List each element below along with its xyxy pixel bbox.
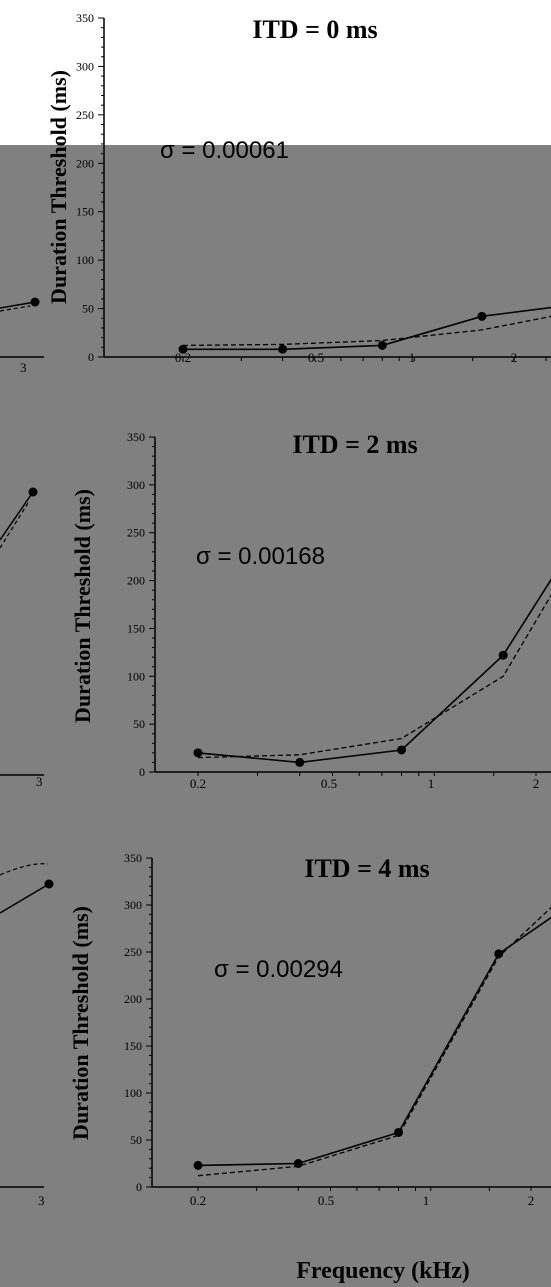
y-tick-label: 200: [124, 992, 142, 1006]
y-tick-label: 350: [127, 430, 145, 444]
y-tick-label: 250: [127, 526, 145, 540]
y-tick-label: 300: [124, 898, 142, 912]
y-axis-label: Duration Threshold (ms): [46, 70, 71, 304]
data-point: [178, 344, 188, 354]
panel-background-3: [0, 810, 551, 1287]
x-tick-label: 0.2: [175, 350, 191, 365]
x-tick-label: 0.5: [318, 1193, 334, 1208]
data-point: [396, 745, 406, 755]
panel-background-top-strip: [0, 0, 160, 145]
fragment-dashed-3: [0, 863, 49, 876]
fragment-tick-3-a: 3: [20, 360, 27, 375]
y-axis-label: Duration Threshold (ms): [68, 906, 93, 1140]
sigma-label: σ = 0.00061: [160, 137, 289, 164]
x-axis-label: Frequency (kHz): [296, 1258, 470, 1284]
panel-title: ITD = 4 ms: [304, 854, 429, 883]
x-tick-label: 0.2: [190, 776, 206, 791]
y-tick-label: 0: [136, 1180, 142, 1194]
data-point: [377, 340, 387, 350]
sigma-label: σ = 0.00168: [196, 543, 325, 570]
data-point: [278, 344, 288, 354]
fragment-line-3: [0, 883, 50, 914]
x-tick-label: 2: [511, 350, 518, 365]
y-axis-label: Duration Threshold (ms): [70, 489, 95, 723]
y-tick-label: 0: [139, 765, 145, 779]
fit-curve-dashed: [182, 315, 551, 347]
chart-panel-itd-0: 0 50 100 150 200 250 300 350 0.2 0.5 1 2 ITD = 0 ms σ…: [46, 11, 551, 365]
x-tick-label: 0.5: [321, 776, 337, 791]
fragment-tick-3-b: 3: [36, 774, 43, 789]
y-tick-label: 150: [124, 1039, 142, 1053]
y-tick-label: 50: [82, 302, 94, 316]
panel-title: ITD = 0 ms: [252, 15, 377, 44]
panel-background-1: [0, 145, 551, 410]
fragment-point-1: [30, 297, 40, 307]
x-tick-label: 2: [528, 1193, 535, 1208]
x-tick-label: 1: [409, 350, 416, 365]
fragment-line-1: [0, 301, 36, 309]
fragment-tick-3-c: 3: [38, 1193, 45, 1208]
y-tick-label: 250: [76, 108, 94, 122]
x-tick-label: 1: [428, 776, 435, 791]
fragment-point-3: [44, 879, 54, 889]
y-tick-label: 200: [76, 156, 94, 170]
data-point: [494, 949, 504, 959]
y-tick-label: 50: [133, 717, 145, 731]
y-tick-label: 100: [76, 253, 94, 267]
y-tick-label: 300: [127, 478, 145, 492]
fit-curve-dashed: [197, 906, 551, 1177]
y-tick-label: 200: [127, 574, 145, 588]
x-tick-label: 2: [533, 776, 540, 791]
data-point: [295, 757, 305, 767]
fragment-point-2: [28, 487, 38, 497]
fit-curve-dashed: [197, 594, 551, 759]
y-tick-label: 100: [127, 669, 145, 683]
y-tick-label: 100: [124, 1086, 142, 1100]
sigma-label: σ = 0.00294: [214, 956, 343, 983]
y-tick-label: 250: [124, 945, 142, 959]
data-point: [193, 748, 203, 758]
y-tick-label: 50: [130, 1133, 142, 1147]
panel-title: ITD = 2 ms: [292, 430, 417, 459]
chart-panel-itd-2: 0 50 100 150 200 250 300 350 0.2 0.5 1 2 ITD = 2 ms σ…: [70, 430, 551, 791]
y-tick-label: 150: [76, 205, 94, 219]
y-tick-label: 350: [124, 851, 142, 865]
data-point: [477, 311, 487, 321]
x-tick-label: 0.5: [308, 350, 324, 365]
data-point: [193, 1160, 203, 1170]
fragment-dashed-2: [0, 502, 29, 549]
data-point: [393, 1127, 403, 1137]
x-tick-label: 1: [423, 1193, 430, 1208]
data-point: [293, 1159, 303, 1168]
data-point: [498, 650, 508, 660]
panel-background-2: [0, 410, 551, 810]
x-tick-label: 0.2: [190, 1193, 206, 1208]
y-tick-label: 0: [88, 350, 94, 364]
fragment-dashed-1: [0, 305, 31, 312]
fragment-line-2: [0, 491, 34, 541]
y-tick-label: 350: [76, 11, 94, 25]
y-tick-label: 150: [127, 621, 145, 635]
chart-panel-itd-4: 0 50 100 150 200 250 300 350 0.2 0.5 1 2 ITD = 4 ms σ…: [68, 851, 551, 1208]
y-tick-label: 300: [76, 59, 94, 73]
